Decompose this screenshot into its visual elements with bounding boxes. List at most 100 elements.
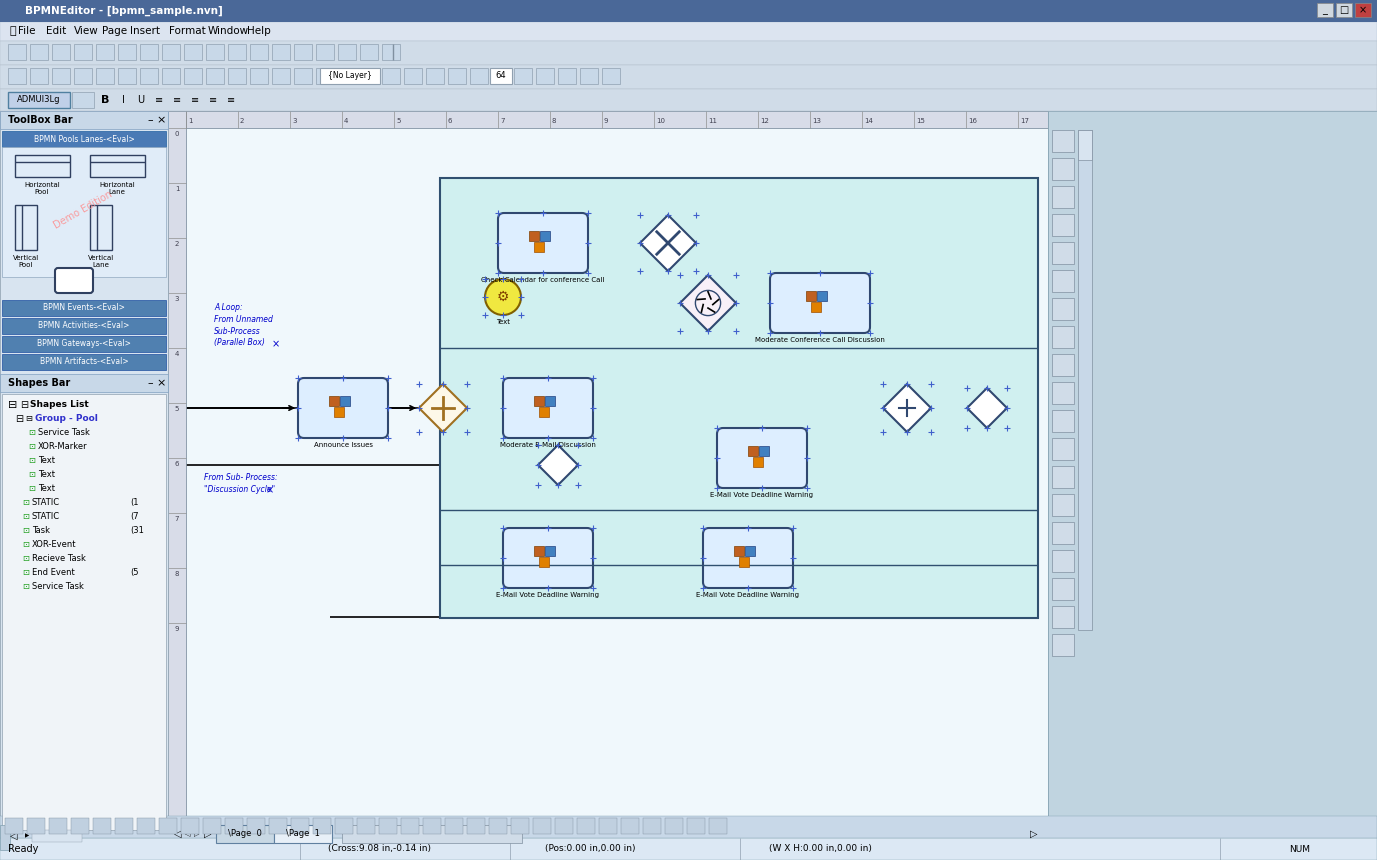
Bar	[15, 155, 70, 177]
Bar	[329, 396, 339, 406]
Bar	[545, 546, 555, 556]
Bar	[1052, 242, 1074, 264]
Text: 10: 10	[655, 118, 665, 124]
Bar	[251, 68, 269, 84]
Polygon shape	[967, 388, 1007, 428]
Bar	[1078, 130, 1092, 160]
Text: 0: 0	[175, 131, 179, 137]
Bar	[423, 818, 441, 834]
Bar	[295, 68, 313, 84]
Bar	[534, 396, 544, 406]
Text: Text: Text	[39, 484, 55, 493]
FancyBboxPatch shape	[717, 428, 807, 488]
Text: ≡: ≡	[209, 95, 218, 105]
Text: ⊡: ⊡	[22, 554, 29, 563]
Bar	[90, 155, 145, 177]
Bar	[533, 818, 551, 834]
Text: From Sub- Process:
"Discussion Cycle": From Sub- Process: "Discussion Cycle"	[204, 473, 278, 494]
Bar	[168, 111, 1048, 860]
Bar	[1052, 578, 1074, 600]
Bar	[1052, 634, 1074, 656]
Bar	[118, 68, 136, 84]
Text: XOR-Marker: XOR-Marker	[39, 442, 88, 451]
Bar	[72, 818, 90, 834]
Bar	[186, 111, 1048, 128]
Text: Service Task: Service Task	[32, 582, 84, 591]
Bar	[185, 44, 202, 60]
Text: ◁: ◁	[185, 831, 190, 837]
Text: BPMN Gateways-<Eval>: BPMN Gateways-<Eval>	[37, 340, 131, 348]
Text: Service Task: Service Task	[39, 428, 90, 437]
Text: I: I	[121, 95, 124, 105]
Bar	[381, 44, 399, 60]
Bar	[806, 291, 817, 301]
Text: File: File	[18, 26, 36, 36]
Bar	[379, 818, 397, 834]
Bar	[445, 818, 463, 834]
Bar	[1052, 130, 1074, 152]
Polygon shape	[419, 384, 467, 432]
Bar	[1052, 298, 1074, 320]
Text: E-Mail Vote Deadline Warning: E-Mail Vote Deadline Warning	[697, 592, 800, 598]
Bar	[162, 68, 180, 84]
Bar	[8, 44, 26, 60]
Text: Moderate E-Mail Discussion: Moderate E-Mail Discussion	[500, 442, 596, 448]
Bar	[72, 92, 94, 108]
Bar	[50, 818, 67, 834]
Bar	[32, 830, 83, 842]
Bar	[545, 396, 555, 406]
Text: ▶: ▶	[25, 833, 29, 838]
Text: ⊟: ⊟	[21, 400, 28, 410]
Bar	[6, 818, 23, 834]
Bar	[1, 318, 167, 334]
Text: ◁: ◁	[10, 831, 18, 841]
Polygon shape	[640, 215, 695, 271]
Bar	[1052, 550, 1074, 572]
Bar	[511, 818, 529, 834]
Text: BPMN Pools Lanes-<Eval>: BPMN Pools Lanes-<Eval>	[33, 134, 135, 144]
Bar	[580, 68, 598, 84]
Bar	[291, 818, 308, 834]
Text: ≡: ≡	[191, 95, 200, 105]
Text: 12: 12	[760, 118, 768, 124]
Bar	[90, 205, 112, 250]
Bar	[621, 818, 639, 834]
Text: BPMN Artifacts-<Eval>: BPMN Artifacts-<Eval>	[40, 358, 128, 366]
Bar	[0, 830, 168, 842]
Text: ≡: ≡	[227, 95, 235, 105]
Bar	[74, 68, 92, 84]
Bar	[30, 68, 48, 84]
Text: 2: 2	[240, 118, 244, 124]
Text: ⊡: ⊡	[28, 428, 34, 437]
Text: (7: (7	[129, 512, 139, 521]
Text: 5: 5	[175, 406, 179, 412]
Bar	[1052, 522, 1074, 544]
Text: ⊡: ⊡	[28, 470, 34, 479]
FancyBboxPatch shape	[503, 528, 593, 588]
Bar	[1052, 382, 1074, 404]
Bar	[1052, 410, 1074, 432]
Bar	[759, 446, 768, 456]
Bar	[341, 825, 522, 843]
Text: 16: 16	[968, 118, 978, 124]
Bar	[52, 68, 70, 84]
Text: XOR-Event: XOR-Event	[32, 540, 77, 549]
Bar	[1078, 130, 1092, 630]
Text: –: –	[147, 378, 153, 388]
Text: ×: ×	[157, 115, 165, 125]
Text: ToolBox Bar: ToolBox Bar	[8, 115, 73, 125]
Bar	[273, 44, 291, 60]
Bar	[1, 354, 167, 370]
Bar	[1052, 606, 1074, 628]
Bar	[140, 44, 158, 60]
Bar	[340, 396, 350, 406]
Bar	[28, 818, 45, 834]
Text: 15: 15	[916, 118, 925, 124]
Bar	[158, 818, 178, 834]
Text: Text: Text	[496, 319, 509, 325]
Bar	[96, 68, 114, 84]
Bar	[381, 68, 399, 84]
Text: ▷: ▷	[204, 829, 212, 839]
Bar	[1052, 214, 1074, 236]
Text: ⊟: ⊟	[8, 400, 18, 410]
